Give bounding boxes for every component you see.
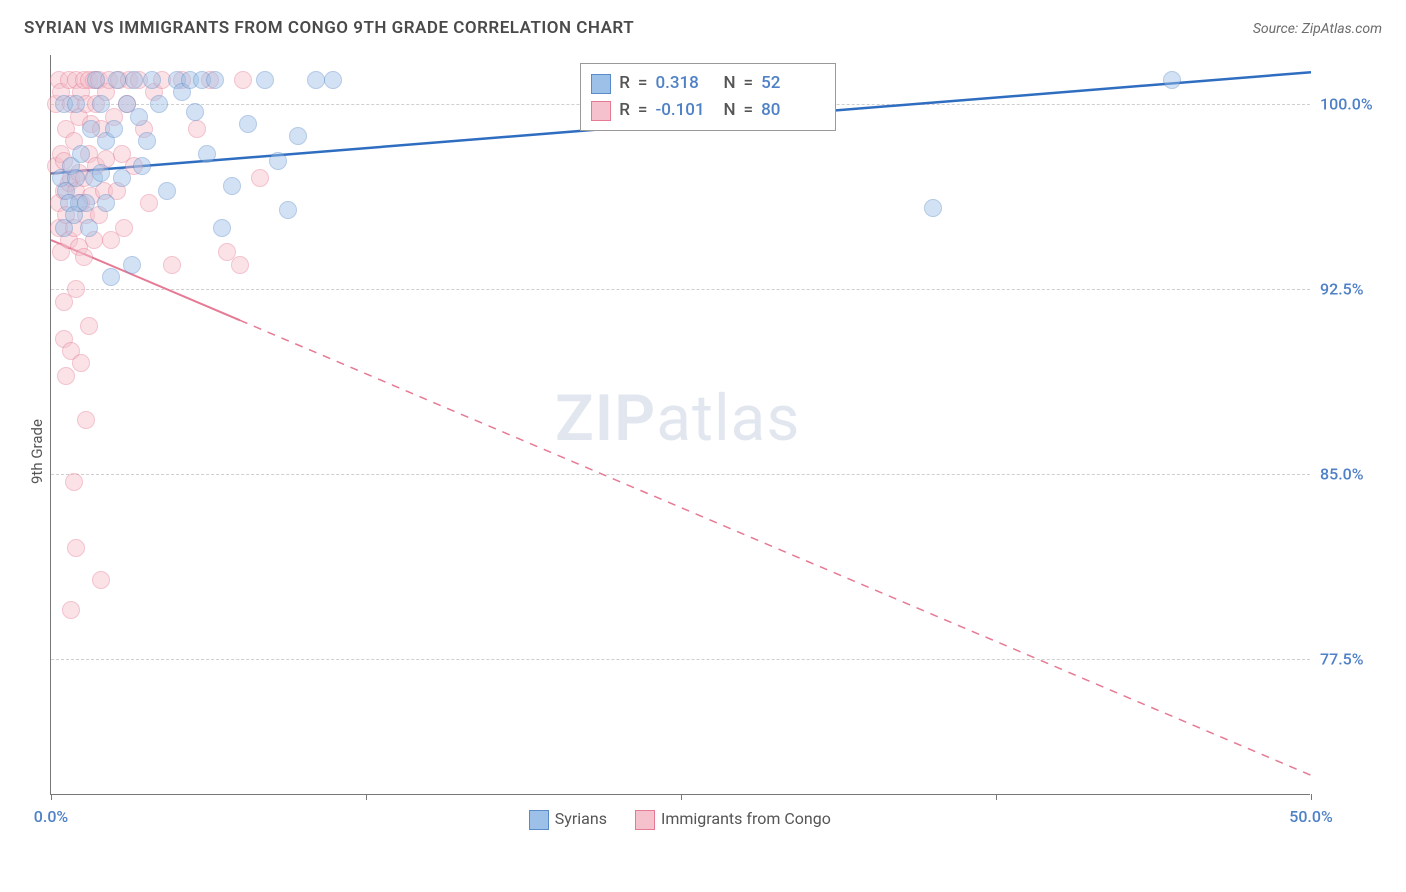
data-point	[150, 95, 168, 113]
data-point	[97, 194, 115, 212]
legend-item: Syrians	[529, 809, 607, 830]
data-point	[186, 103, 204, 121]
data-point	[279, 201, 297, 219]
data-point	[140, 194, 158, 212]
legend-item: Immigrants from Congo	[635, 809, 831, 830]
data-point	[213, 219, 231, 237]
stats-legend-row: R=0.318N=52	[591, 70, 821, 97]
trend-lines	[51, 55, 1311, 795]
x-tick	[996, 794, 997, 800]
data-point	[289, 127, 307, 145]
data-point	[307, 71, 325, 89]
data-point	[67, 95, 85, 113]
gridline	[51, 659, 1310, 660]
data-point	[231, 256, 249, 274]
data-point	[77, 411, 95, 429]
source-label: Source: ZipAtlas.com	[1253, 21, 1382, 37]
data-point	[125, 71, 143, 89]
gridline	[51, 474, 1310, 475]
gridline	[51, 289, 1310, 290]
data-point	[72, 354, 90, 372]
data-point	[87, 71, 105, 89]
data-point	[1163, 71, 1181, 89]
y-tick-label: 92.5%	[1320, 280, 1390, 299]
x-tick	[366, 794, 367, 800]
data-point	[123, 256, 141, 274]
y-tick-label: 85.0%	[1320, 465, 1390, 484]
data-point	[77, 194, 95, 212]
stats-legend: R=0.318N=52R=-0.101N=80	[580, 63, 836, 131]
x-tick-label: 0.0%	[34, 807, 68, 826]
data-point	[234, 71, 252, 89]
x-tick	[1311, 794, 1312, 800]
data-point	[92, 571, 110, 589]
data-point	[324, 71, 342, 89]
data-point	[163, 256, 181, 274]
data-point	[75, 248, 93, 266]
data-point	[188, 120, 206, 138]
data-point	[80, 219, 98, 237]
y-tick-label: 77.5%	[1320, 650, 1390, 669]
data-point	[67, 539, 85, 557]
plot-area: 77.5%85.0%92.5%100.0%0.0%50.0%ZIPatlasR=…	[50, 55, 1310, 795]
watermark: ZIPatlas	[555, 381, 800, 456]
data-point	[256, 71, 274, 89]
data-point	[115, 219, 133, 237]
data-point	[62, 601, 80, 619]
data-point	[198, 145, 216, 163]
data-point	[143, 71, 161, 89]
x-tick	[681, 794, 682, 800]
y-tick-label: 100.0%	[1320, 95, 1390, 114]
data-point	[92, 95, 110, 113]
data-point	[108, 71, 126, 89]
data-point	[924, 199, 942, 217]
data-point	[57, 367, 75, 385]
data-point	[67, 280, 85, 298]
data-point	[80, 317, 98, 335]
data-point	[67, 169, 85, 187]
data-point	[269, 152, 287, 170]
data-point	[133, 157, 151, 175]
data-point	[239, 115, 257, 133]
data-point	[130, 108, 148, 126]
data-point	[206, 71, 224, 89]
series-legend: Syrians Immigrants from Congo	[529, 809, 831, 830]
data-point	[82, 120, 100, 138]
data-point	[158, 182, 176, 200]
data-point	[72, 145, 90, 163]
data-point	[102, 268, 120, 286]
data-point	[105, 120, 123, 138]
y-axis-label: 9th Grade	[28, 419, 46, 484]
data-point	[92, 164, 110, 182]
data-point	[113, 169, 131, 187]
data-point	[223, 177, 241, 195]
x-tick-label: 50.0%	[1289, 807, 1333, 826]
x-tick	[51, 794, 52, 800]
data-point	[251, 169, 269, 187]
data-point	[138, 132, 156, 150]
data-point	[65, 473, 83, 491]
chart-title: SYRIAN VS IMMIGRANTS FROM CONGO 9TH GRAD…	[24, 18, 634, 38]
stats-legend-row: R=-0.101N=80	[591, 97, 821, 124]
